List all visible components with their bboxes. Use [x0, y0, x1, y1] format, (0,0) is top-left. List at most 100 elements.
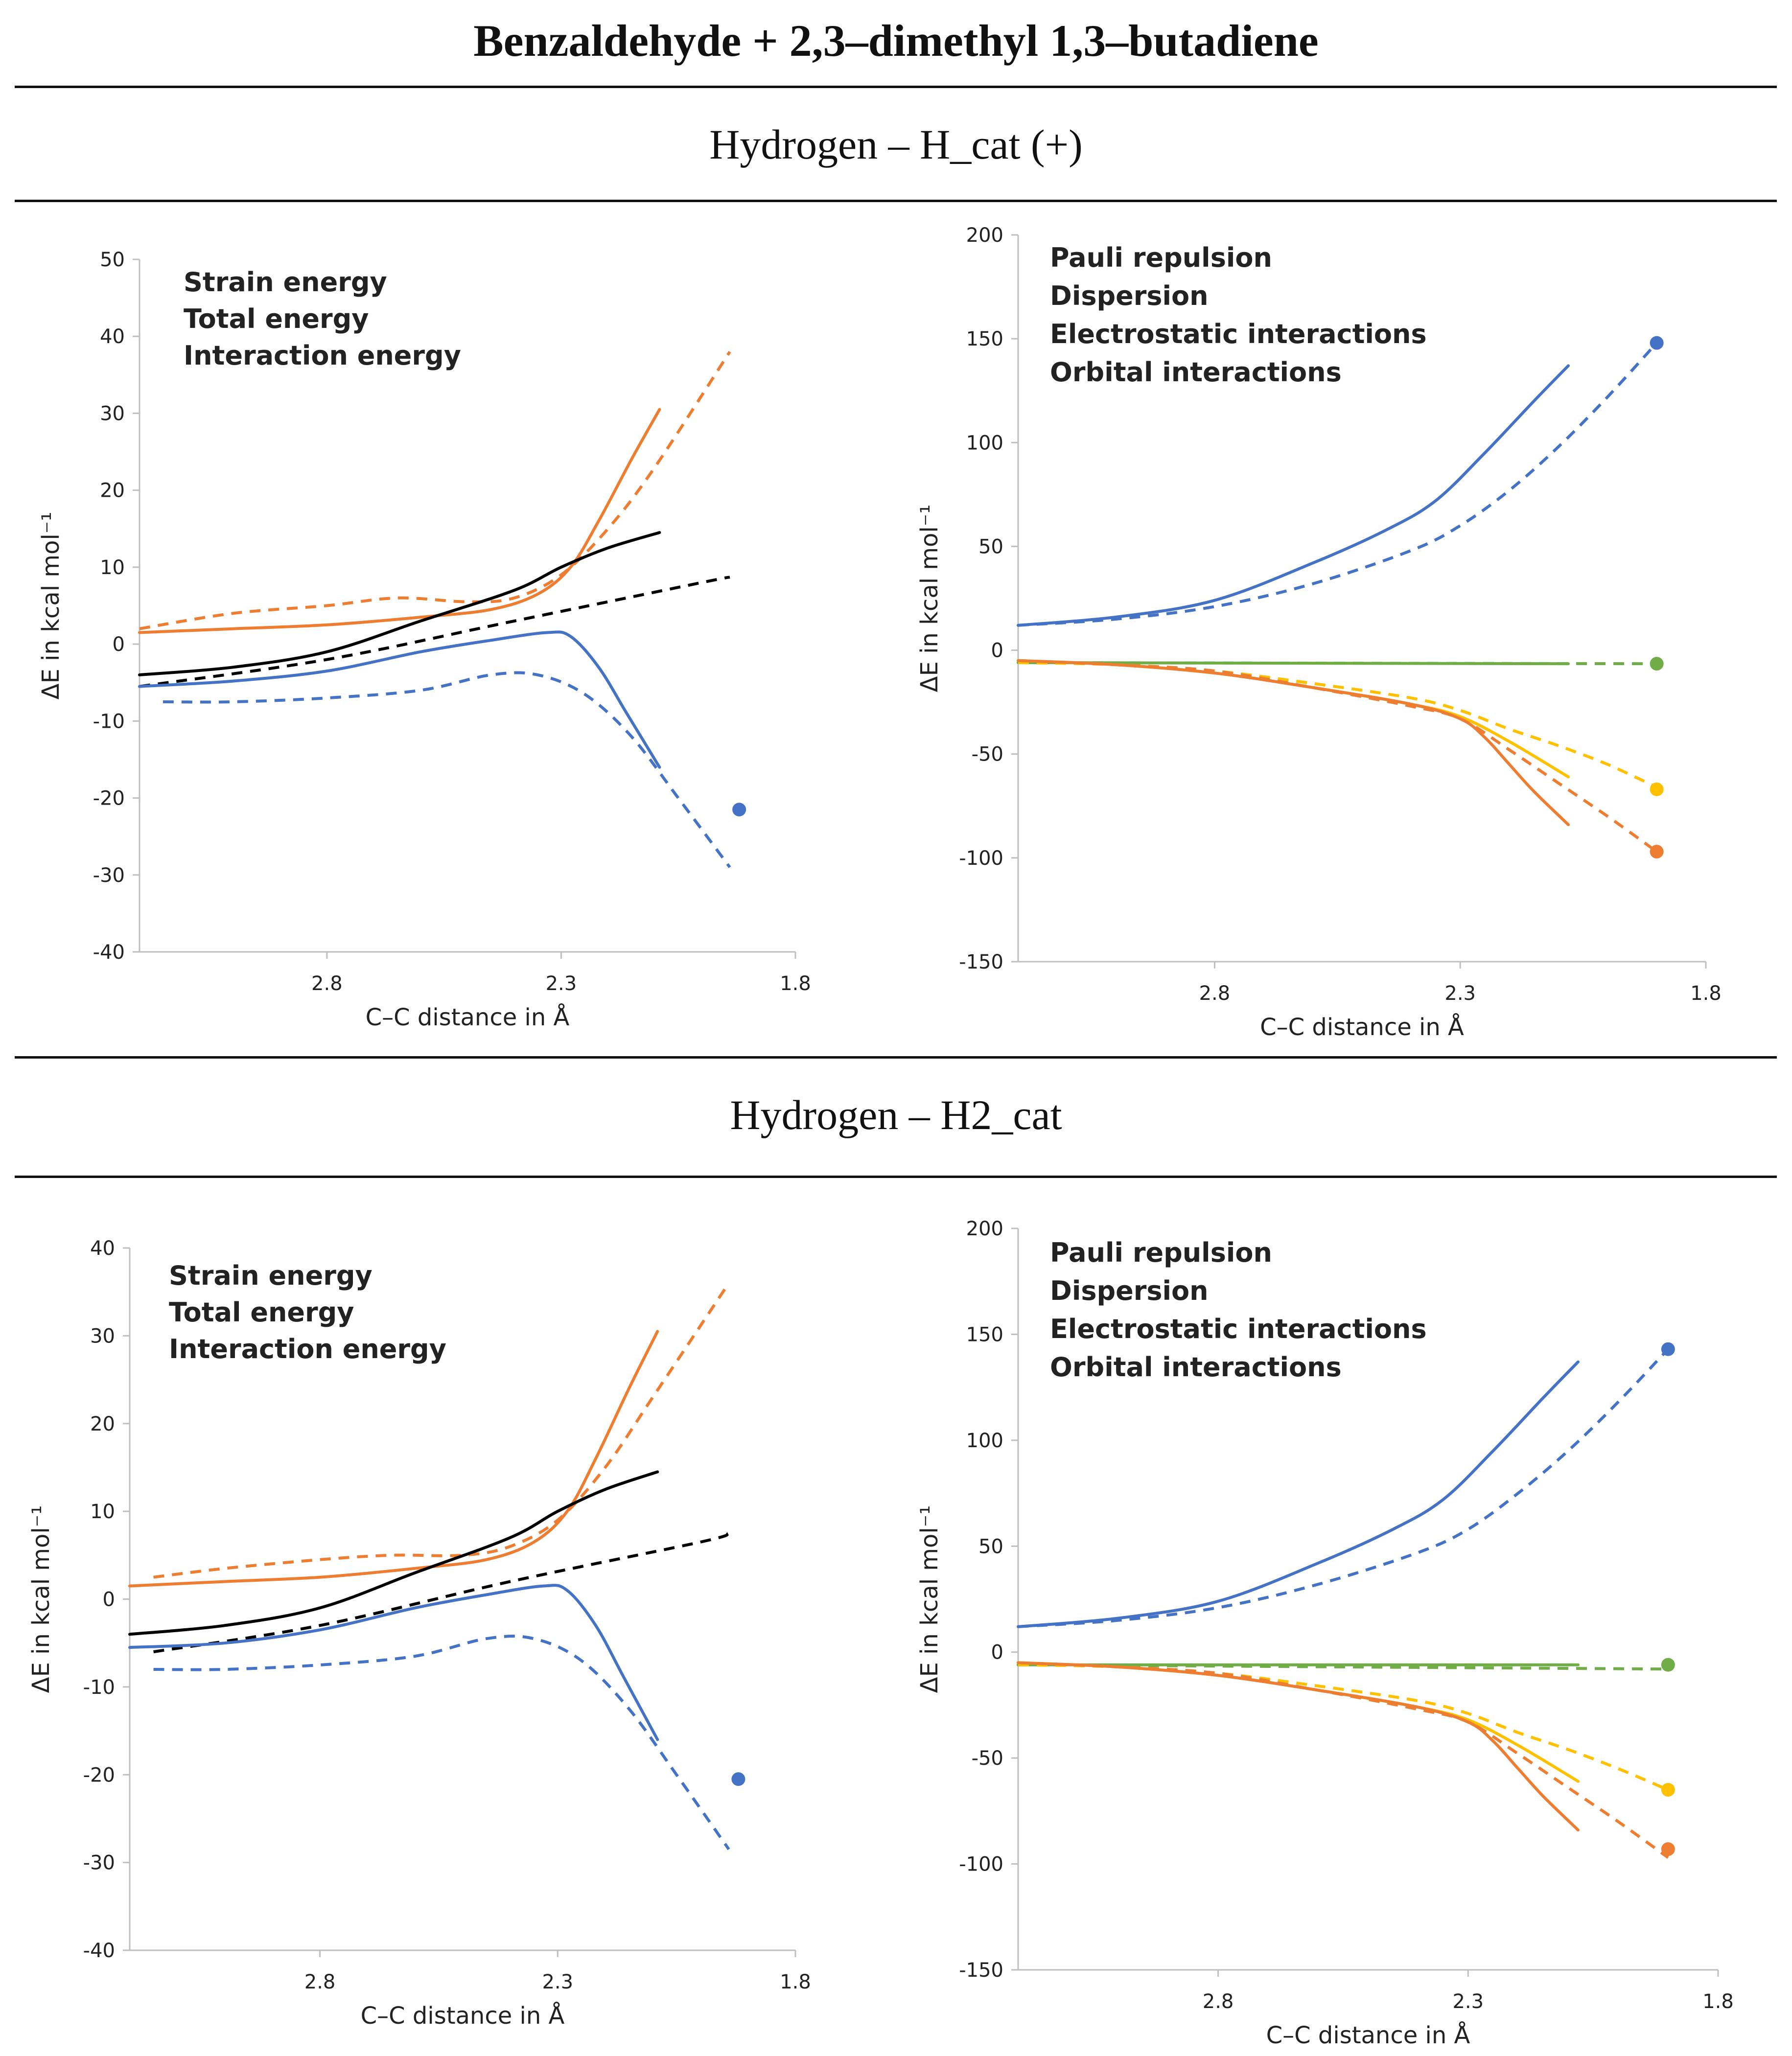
series-line-total-energy — [138, 531, 661, 676]
series-line-strain-energy — [138, 408, 661, 634]
series-line-orbital-interactions-dashed — [1018, 659, 1658, 853]
y-tick-label: 100 — [966, 432, 1003, 454]
series-line-total-energy-dashed — [153, 1532, 730, 1654]
y-tick-label: 150 — [966, 1323, 1003, 1346]
y-tick-label: -30 — [93, 864, 125, 887]
legend-electrostatic-interactions: Electrostatic interactions — [1050, 1314, 1427, 1344]
legend-strain-energy: Strain energy — [169, 1260, 372, 1291]
y-tick-label: -100 — [959, 1853, 1003, 1876]
y-tick-label: 0 — [991, 640, 1003, 662]
y-tick-label: 30 — [90, 1325, 115, 1347]
section2-rule — [15, 1176, 1777, 1178]
legend-pauli-repulsion: Pauli repulsion — [1050, 1237, 1272, 1268]
y-tick-label: -100 — [959, 847, 1003, 870]
y-tick-label: 100 — [966, 1430, 1003, 1452]
series-line-interaction-energy — [128, 1584, 659, 1741]
marker-interaction-energy-endpoint — [732, 803, 746, 817]
section1-rule — [15, 200, 1777, 202]
page-title: Benzaldehyde + 2,3–dimethyl 1,3–butadien… — [473, 16, 1319, 66]
x-tick-label: 2.8 — [304, 1971, 336, 1993]
legend-total-energy: Total energy — [184, 303, 369, 334]
y-tick-label: -150 — [959, 951, 1003, 973]
marker-interaction-energy-endpoint — [731, 1772, 745, 1786]
legend-electrostatic-interactions: Electrostatic interactions — [1050, 319, 1427, 349]
x-tick-label: 2.3 — [1444, 982, 1476, 1005]
y-tick-label: 50 — [978, 535, 1003, 558]
legend-pauli-repulsion: Pauli repulsion — [1050, 242, 1272, 273]
x-tick-label: 1.8 — [1690, 982, 1722, 1005]
series-line-dispersion-dashed — [1018, 1663, 1668, 1671]
series-line-orbital-interactions-dashed — [1018, 1661, 1669, 1859]
y-tick-label: -40 — [93, 941, 125, 964]
y-tick-label: -40 — [83, 1940, 115, 1962]
section1-title: Hydrogen – H_cat (+) — [709, 121, 1083, 168]
y-tick-label: -150 — [959, 1959, 1003, 1982]
y-tick-label: 10 — [100, 556, 125, 579]
y-tick-label: 20 — [100, 480, 125, 502]
y-tick-label: -20 — [83, 1764, 115, 1786]
y-tick-label: 0 — [991, 1641, 1003, 1664]
x-tick-label: 2.3 — [546, 972, 577, 995]
y-axis-label: ΔE in kcal mol⁻¹ — [37, 512, 65, 700]
x-tick-label: 2.8 — [1199, 982, 1231, 1005]
series-line-dispersion-dashed — [1018, 661, 1657, 666]
legend-strain-energy: Strain energy — [184, 267, 387, 298]
y-tick-label: 40 — [90, 1237, 115, 1260]
marker-pauli-repulsion-endpoint — [1661, 1342, 1675, 1356]
legend-dispersion: Dispersion — [1050, 280, 1209, 311]
x-tick-label: 2.8 — [1203, 1990, 1234, 2013]
series-line-electrostatic-interactions-dashed — [1018, 1663, 1669, 1791]
y-tick-label: 40 — [100, 325, 125, 348]
y-tick-label: 150 — [966, 328, 1003, 350]
legend-orbital-interactions: Orbital interactions — [1050, 357, 1342, 388]
y-tick-label: -50 — [972, 743, 1003, 766]
series-line-total-energy — [128, 1470, 659, 1636]
series-line-strain-energy-dashed — [139, 351, 731, 630]
series-line-pauli-repulsion-dashed — [1018, 1348, 1670, 1628]
title-rule — [15, 86, 1777, 88]
section-divider-rule — [15, 1056, 1777, 1059]
y-tick-label: 0 — [103, 1589, 115, 1611]
series-line-strain-energy-dashed — [153, 1282, 730, 1579]
y-axis-label: ΔE in kcal mol⁻¹ — [27, 1505, 55, 1693]
x-axis-label: C–C distance in Å — [366, 1003, 570, 1031]
legend-orbital-interactions: Orbital interactions — [1050, 1352, 1342, 1383]
legend-dispersion: Dispersion — [1050, 1275, 1209, 1306]
y-tick-label: 0 — [113, 633, 125, 656]
x-tick-label: 1.8 — [1702, 1990, 1734, 2013]
x-tick-label: 1.8 — [780, 1971, 811, 1993]
marker-electrostatic-endpoint — [1661, 1783, 1675, 1797]
y-tick-label: -10 — [83, 1676, 115, 1699]
series-line-pauli-repulsion-dashed — [1018, 342, 1658, 627]
marker-electrostatic-endpoint — [1650, 782, 1664, 796]
marker-dispersion-endpoint — [1661, 1658, 1675, 1672]
series-line-electrostatic-interactions-dashed — [1018, 661, 1657, 789]
y-tick-label: -50 — [972, 1747, 1003, 1770]
series-line-strain-energy — [128, 1330, 659, 1588]
series-line-electrostatic-interactions — [1017, 1661, 1580, 1783]
y-tick-label: 50 — [978, 1535, 1003, 1558]
y-axis-label: ΔE in kcal mol⁻¹ — [916, 505, 943, 693]
section2-title: Hydrogen – H2_cat — [730, 1091, 1062, 1138]
x-tick-label: 2.3 — [1452, 1990, 1484, 2013]
series-line-pauli-repulsion — [1017, 1360, 1580, 1628]
x-axis-label: C–C distance in Å — [1266, 2021, 1470, 2049]
x-tick-label: 1.8 — [780, 972, 811, 995]
series-line-interaction-energy-dashed — [163, 671, 731, 868]
series-line-pauli-repulsion — [1017, 364, 1570, 627]
y-tick-label: -30 — [83, 1852, 115, 1874]
legend-interaction-energy: Interaction energy — [169, 1334, 446, 1364]
x-axis-label: C–C distance in Å — [1260, 1013, 1464, 1041]
y-tick-label: 30 — [100, 402, 125, 425]
y-tick-label: 50 — [100, 249, 125, 271]
legend-interaction-energy: Interaction energy — [184, 340, 461, 371]
marker-orbital-endpoint — [1650, 845, 1664, 859]
y-tick-label: -20 — [93, 787, 125, 810]
marker-dispersion-endpoint — [1650, 657, 1664, 671]
x-axis-label: C–C distance in Å — [361, 2002, 565, 2030]
x-tick-label: 2.3 — [542, 1971, 573, 1993]
y-tick-label: 10 — [90, 1501, 115, 1523]
